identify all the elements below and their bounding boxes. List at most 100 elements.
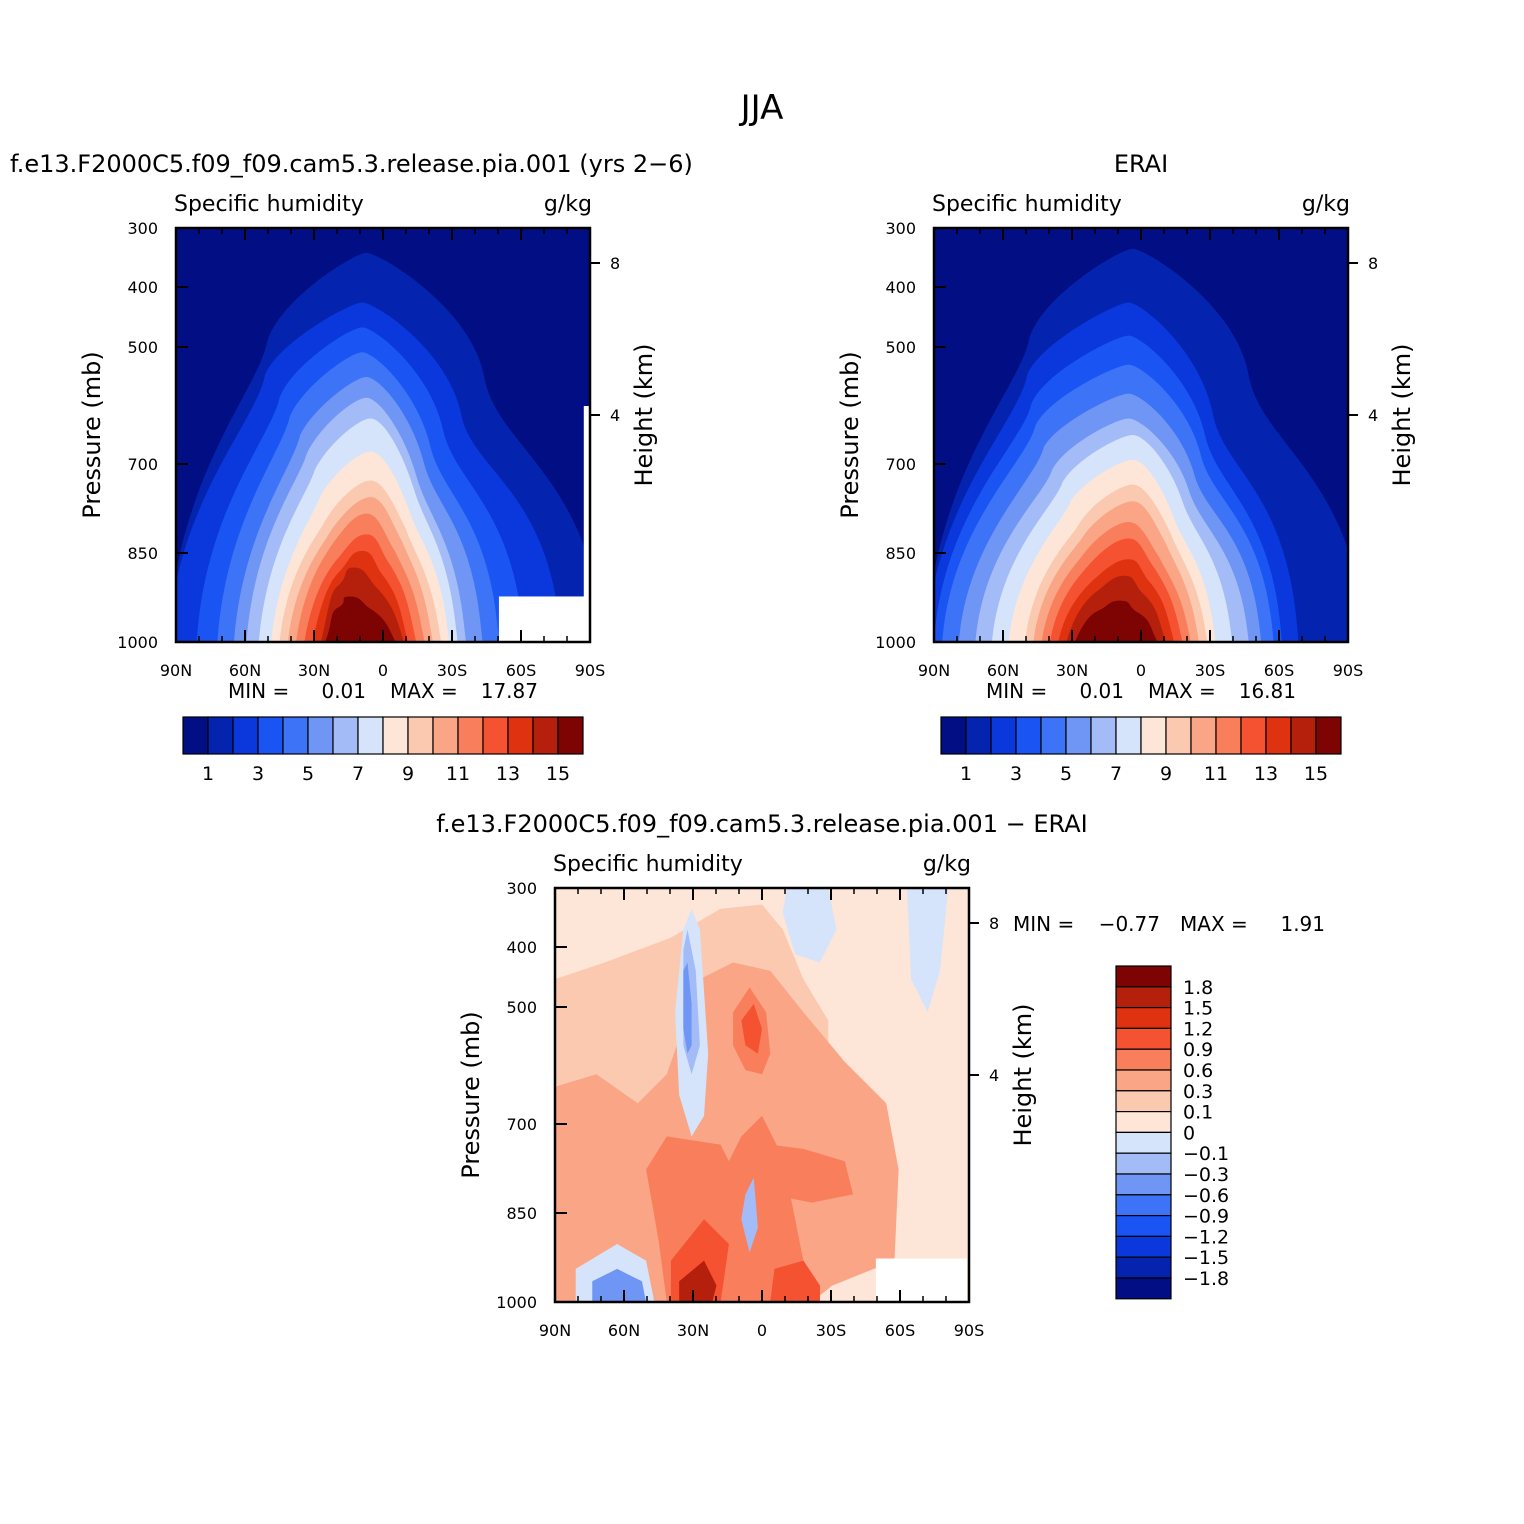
model-x-tick-label: 60N [229,661,261,680]
model-colorbar-box [507,716,534,755]
model-contours [176,228,590,642]
diff-y-right-axis-label: Height (km) [1009,1004,1037,1147]
model-colorbar-box [357,716,384,755]
model-colorbar-box [482,716,509,755]
obs-min-label: MIN = [986,679,1047,703]
diff-panel: Specific humidity g/kg 90N 60N 30N 0 30S 60S 90S… [457,852,1325,1340]
diff-band-positive-1.5 [679,1260,717,1302]
diff-colorbar-box [1115,1048,1172,1071]
obs-x-tick-label: 90N [918,661,950,680]
model-colorbar-box [182,716,209,755]
diff-colorbar-label: 0.9 [1183,1039,1213,1061]
obs-panel-title: ERAI [1114,150,1168,178]
model-colorbar-label: 11 [446,763,470,785]
model-colorbar-box [257,716,284,755]
model-x-tick-label: 90S [575,661,606,680]
diff-colorbar-label: 1.2 [1183,1018,1213,1040]
obs-colorbar-box [1015,716,1042,755]
obs-y-right-tick-label: 8 [1368,254,1378,273]
diff-subtitle-right: g/kg [923,852,971,877]
model-y-right-tick-label: 8 [610,254,620,273]
diff-y-tick-label: 500 [506,998,537,1017]
diff-colorbar-label: −1.2 [1183,1226,1229,1248]
obs-colorbar-box [1165,716,1192,755]
obs-max-label: MAX = [1148,679,1216,703]
model-y-tick-label: 850 [127,544,158,563]
diff-y-tick-label: 850 [506,1204,537,1223]
model-max-value: 17.87 [481,679,538,703]
model-colorbar-box [282,716,309,755]
model-missing-data-strip [583,406,590,642]
obs-colorbar-box [1065,716,1092,755]
model-min-value: 0.01 [321,679,366,703]
obs-y-right-tick-label: 4 [1368,406,1378,425]
obs-colorbar-box [990,716,1017,755]
diff-colorbar-label: 0.6 [1183,1060,1213,1082]
diff-colorbar-label: 1.8 [1183,977,1213,999]
obs-colorbar-box [1090,716,1117,755]
model-max-label: MAX = [390,679,458,703]
diff-colorbar-label: 1.5 [1183,998,1213,1020]
diff-band-negative-0.6 [683,962,692,1054]
obs-y-tick-label: 400 [885,278,916,297]
diff-colorbar-box [1115,1027,1172,1050]
obs-colorbar-box [1215,716,1242,755]
diff-band-positive-0.9-south [770,1260,820,1302]
diff-colorbar-label: 0.3 [1183,1081,1213,1103]
model-x-tick-label: 0 [378,661,388,680]
model-colorbar-box [232,716,259,755]
model-colorbar-label: 3 [252,763,264,785]
obs-colorbar-label: 9 [1160,763,1172,785]
diff-subtitle-left: Specific humidity [553,852,743,877]
diff-x-tick-label: 0 [757,1321,767,1340]
obs-colorbar-label: 11 [1204,763,1228,785]
obs-x-tick-label: 60S [1264,661,1295,680]
obs-x-tick-label: 90S [1333,661,1364,680]
obs-colorbar-label: 13 [1254,763,1278,785]
model-colorbar-label: 7 [352,763,364,785]
obs-colorbar-label: 3 [1010,763,1022,785]
obs-x-tick-label: 30N [1056,661,1088,680]
diff-x-tick-label: 30N [677,1321,709,1340]
obs-subtitle-right: g/kg [1302,192,1350,217]
model-y-tick-label: 1000 [117,633,158,652]
diff-colorbar-box [1115,1006,1172,1029]
model-y-axis-label: Pressure (mb) [78,351,106,518]
diff-x-tick-label: 90S [954,1321,985,1340]
model-y-right-axis-label: Height (km) [630,344,658,487]
model-y-tick-label: 500 [127,338,158,357]
model-y-tick-label: 300 [127,219,158,238]
model-x-tick-label: 30S [437,661,468,680]
model-x-tick-label: 60S [506,661,537,680]
diff-y-tick-label: 400 [506,938,537,957]
model-subtitle-left: Specific humidity [174,192,364,217]
diff-x-tick-label: 60N [608,1321,640,1340]
model-colorbar-label: 9 [402,763,414,785]
diff-x-tick-label: 60S [885,1321,916,1340]
diff-y-tick-label: 1000 [496,1293,537,1312]
obs-panel: Specific humidity g/kg 90N 60N 30N 0 30S 60S 90S… [836,192,1416,785]
obs-y-tick-label: 700 [885,455,916,474]
model-colorbar-box [457,716,484,755]
diff-colorbar-box [1115,1194,1172,1217]
diff-colorbar-label: −1.8 [1183,1268,1229,1290]
diff-y-right-tick-label: 8 [989,914,999,933]
diff-y-tick-label: 300 [506,879,537,898]
diff-y-tick-label: 700 [506,1115,537,1134]
page-title: JJA [739,88,784,128]
model-colorbar-box [532,716,559,755]
obs-colorbar-box [1140,716,1167,755]
model-panel: Specific humidity g/kg 90N 60N 30N 0 30S 60S 90S… [78,192,658,785]
obs-colorbar-label: 5 [1060,763,1072,785]
obs-colorbar-box [1240,716,1267,755]
obs-max-value: 16.81 [1239,679,1296,703]
obs-colorbar-box [1315,716,1342,755]
obs-colorbar-label: 1 [960,763,972,785]
obs-y-tick-label: 500 [885,338,916,357]
obs-min-value: 0.01 [1079,679,1124,703]
model-panel-title: f.e13.F2000C5.f09_f09.cam5.3.release.pia… [10,150,693,178]
model-colorbar-box [332,716,359,755]
diff-max-value: 1.91 [1280,912,1325,936]
diff-x-tick-label: 90N [539,1321,571,1340]
